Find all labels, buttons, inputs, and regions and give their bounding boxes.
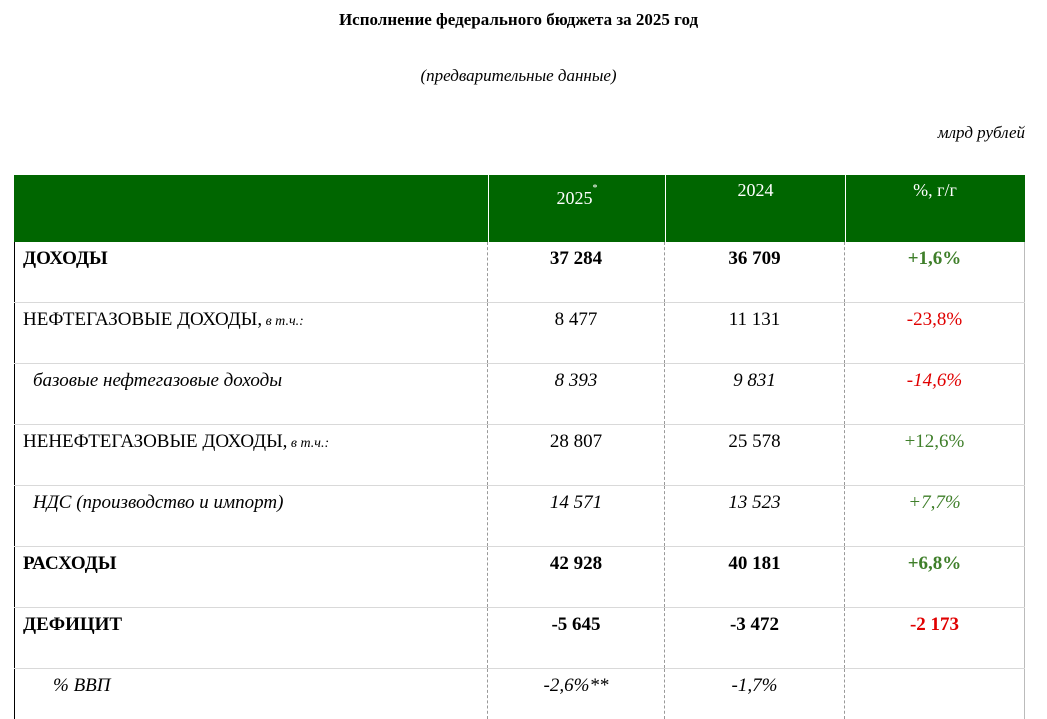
header-label-cell (14, 175, 489, 242)
budget-table: 2025* 2024 %, г/г ДОХОДЫ 37 284 36 709 +… (14, 175, 1025, 719)
table-row-revenue: ДОХОДЫ 37 284 36 709 +1,6% (14, 242, 1025, 303)
row-value-2024: 40 181 (665, 547, 845, 607)
row-value-2024: -1,7% (665, 669, 845, 719)
row-value-2024: 9 831 (665, 364, 845, 424)
header-2025-text: 2025 (556, 188, 593, 208)
row-note: в т.ч.: (287, 436, 330, 451)
table-row-non-oil-gas: НЕНЕФТЕГАЗОВЫЕ ДОХОДЫ, в т.ч.: 28 807 25… (14, 425, 1025, 486)
header-2025: 2025* (489, 175, 666, 242)
row-note: в т.ч.: (262, 314, 304, 329)
row-value-2025: 42 928 (488, 547, 665, 607)
units-label: млрд рублей (937, 123, 1025, 142)
table-row-base-oil-gas: базовые нефтегазовые доходы 8 393 9 831 … (14, 364, 1025, 425)
row-change: +6,8% (845, 547, 1025, 607)
row-label-cell: НЕНЕФТЕГАЗОВЫЕ ДОХОДЫ, в т.ч.: (14, 425, 488, 485)
row-change (845, 669, 1025, 719)
row-change: +7,7% (845, 486, 1025, 546)
row-label: базовые нефтегазовые доходы (14, 364, 488, 424)
row-change: -2 173 (845, 608, 1025, 668)
row-label: НДС (производство и импорт) (14, 486, 488, 546)
row-label: РАСХОДЫ (14, 547, 488, 607)
row-change: -23,8% (845, 303, 1025, 363)
row-label: НЕНЕФТЕГАЗОВЫЕ ДОХОДЫ, (23, 431, 288, 452)
row-value-2025: -2,6%** (488, 669, 665, 719)
row-value-2025: 8 477 (488, 303, 665, 363)
table-row-vat: НДС (производство и импорт) 14 571 13 52… (14, 486, 1025, 547)
row-value-2025: 28 807 (488, 425, 665, 485)
row-label: ДЕФИЦИТ (14, 608, 488, 668)
header-2024: 2024 (666, 175, 846, 242)
table-header: 2025* 2024 %, г/г (14, 175, 1025, 242)
row-value-2025: 14 571 (488, 486, 665, 546)
table-row-deficit: ДЕФИЦИТ -5 645 -3 472 -2 173 (14, 608, 1025, 669)
header-change: %, г/г (913, 180, 957, 200)
row-value-2024: 36 709 (665, 242, 845, 302)
table-row-gdp-share: % ВВП -2,6%** -1,7% (14, 669, 1025, 719)
row-value-2024: 13 523 (665, 486, 845, 546)
table-row-expenditure: РАСХОДЫ 42 928 40 181 +6,8% (14, 547, 1025, 608)
row-change: -14,6% (845, 364, 1025, 424)
row-value-2024: 11 131 (665, 303, 845, 363)
row-change: +1,6% (845, 242, 1025, 302)
row-value-2024: 25 578 (665, 425, 845, 485)
page-subtitle: (предварительные данные) (420, 66, 617, 85)
page-title: Исполнение федерального бюджета за 2025 … (338, 10, 699, 29)
row-label: % ВВП (14, 669, 488, 719)
row-change: +12,6% (845, 425, 1025, 485)
row-value-2025: 8 393 (488, 364, 665, 424)
row-value-2024: -3 472 (665, 608, 845, 668)
table-row-oil-gas: НЕФТЕГАЗОВЫЕ ДОХОДЫ, в т.ч.: 8 477 11 13… (14, 303, 1025, 364)
header-2025-footnote-mark: * (592, 183, 598, 194)
row-label: ДОХОДЫ (14, 242, 488, 302)
row-label-cell: НЕФТЕГАЗОВЫЕ ДОХОДЫ, в т.ч.: (14, 303, 488, 363)
row-value-2025: -5 645 (488, 608, 665, 668)
row-label: НЕФТЕГАЗОВЫЕ ДОХОДЫ, (23, 309, 263, 330)
row-value-2025: 37 284 (488, 242, 665, 302)
